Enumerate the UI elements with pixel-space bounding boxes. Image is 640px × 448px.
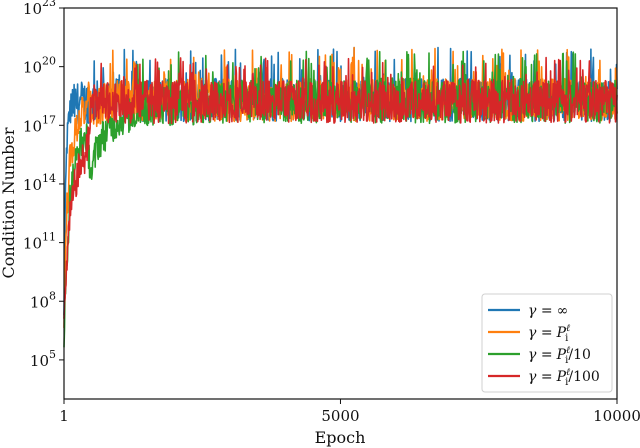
legend-label: γ = Pℓ i/100 xyxy=(528,367,600,388)
legend: γ = ∞ γ = Pℓ iγ = Pℓ i/10γ = Pℓ i/100 xyxy=(481,293,613,393)
x-tick-label: 10000 xyxy=(593,407,640,425)
y-tick-label: 1011 xyxy=(23,231,56,253)
series-line-3 xyxy=(63,56,618,319)
x-tick-label: 5000 xyxy=(321,407,359,425)
x-axis-title: Epoch xyxy=(315,428,366,447)
plot-lines xyxy=(63,46,618,348)
legend-box xyxy=(481,293,613,393)
legend-label: γ = Pℓ i xyxy=(528,323,570,344)
y-tick-label: 105 xyxy=(30,348,56,370)
y-tick-label: 1023 xyxy=(23,0,56,18)
y-axis-ticks: 105 108 1011 1014 1017 1020 1023 xyxy=(23,0,64,370)
y-tick-label: 1014 xyxy=(23,172,56,194)
x-tick-label: 1 xyxy=(59,407,69,425)
y-axis-title: Condition Number xyxy=(0,127,18,278)
x-axis-ticks: 1 5000 10000 xyxy=(59,399,640,425)
y-tick-label: 1020 xyxy=(23,55,56,77)
y-tick-label: 1017 xyxy=(23,113,56,135)
y-tick-label: 108 xyxy=(30,289,56,311)
legend-label: γ = ∞ xyxy=(528,303,568,319)
legend-label: γ = Pℓ i/10 xyxy=(528,345,591,366)
